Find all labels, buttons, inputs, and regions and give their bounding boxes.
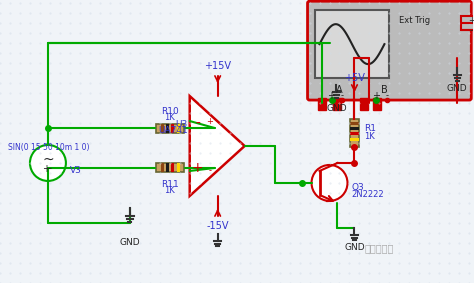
Text: +: + — [192, 162, 203, 175]
Bar — [156, 123, 184, 132]
Bar — [350, 138, 359, 141]
Text: +: + — [206, 117, 213, 126]
Bar — [177, 123, 180, 132]
Bar — [374, 98, 382, 110]
Bar — [350, 121, 359, 125]
Bar — [161, 123, 164, 132]
Bar — [318, 98, 326, 110]
Text: R11: R11 — [161, 180, 179, 189]
Bar — [350, 132, 359, 135]
Text: +15V: +15V — [204, 61, 231, 71]
Text: 电路一点通: 电路一点通 — [365, 243, 394, 253]
Text: 1K: 1K — [164, 186, 175, 195]
Text: -15V: -15V — [206, 221, 229, 231]
Text: A: A — [336, 85, 343, 95]
Text: GND: GND — [447, 83, 468, 93]
Text: GND: GND — [344, 243, 365, 252]
Text: GND: GND — [119, 238, 140, 247]
Bar — [315, 10, 390, 78]
Bar — [334, 98, 341, 110]
Text: Q3: Q3 — [351, 183, 364, 192]
Bar — [156, 164, 184, 172]
Text: Ext Trig: Ext Trig — [400, 16, 430, 25]
Bar — [350, 127, 359, 130]
Bar — [171, 123, 174, 132]
Text: U3: U3 — [175, 119, 188, 128]
Bar — [360, 98, 368, 110]
FancyBboxPatch shape — [308, 1, 471, 100]
Text: +5V: +5V — [344, 73, 365, 83]
Text: B: B — [381, 85, 388, 95]
Bar — [461, 16, 474, 30]
Text: UA741: UA741 — [158, 126, 188, 134]
Text: SIN(0 15 50 10m 1 0): SIN(0 15 50 10m 1 0) — [8, 143, 90, 153]
Text: -: - — [48, 164, 51, 173]
Bar — [171, 164, 174, 172]
Text: R1: R1 — [365, 123, 376, 132]
Text: R10: R10 — [161, 107, 179, 116]
Polygon shape — [190, 96, 245, 196]
Text: -: - — [208, 166, 211, 175]
Bar — [166, 164, 169, 172]
Text: ~: ~ — [42, 153, 54, 167]
Text: -: - — [341, 92, 344, 100]
Text: 2N2222: 2N2222 — [351, 190, 384, 200]
Text: 1K: 1K — [365, 132, 375, 140]
Bar — [177, 164, 180, 172]
Text: +: + — [42, 164, 50, 174]
Text: +: + — [373, 91, 381, 101]
Text: +: + — [468, 16, 474, 25]
Text: +: + — [328, 91, 336, 101]
Text: V3: V3 — [70, 166, 82, 175]
Text: -: - — [195, 117, 200, 130]
Text: 1K: 1K — [164, 113, 175, 122]
Text: -: - — [386, 92, 389, 100]
Bar — [350, 119, 359, 147]
Bar — [166, 123, 169, 132]
Circle shape — [311, 165, 347, 201]
Bar — [161, 164, 164, 172]
Circle shape — [30, 145, 66, 181]
Text: -: - — [470, 26, 473, 35]
Text: GND: GND — [326, 104, 347, 113]
